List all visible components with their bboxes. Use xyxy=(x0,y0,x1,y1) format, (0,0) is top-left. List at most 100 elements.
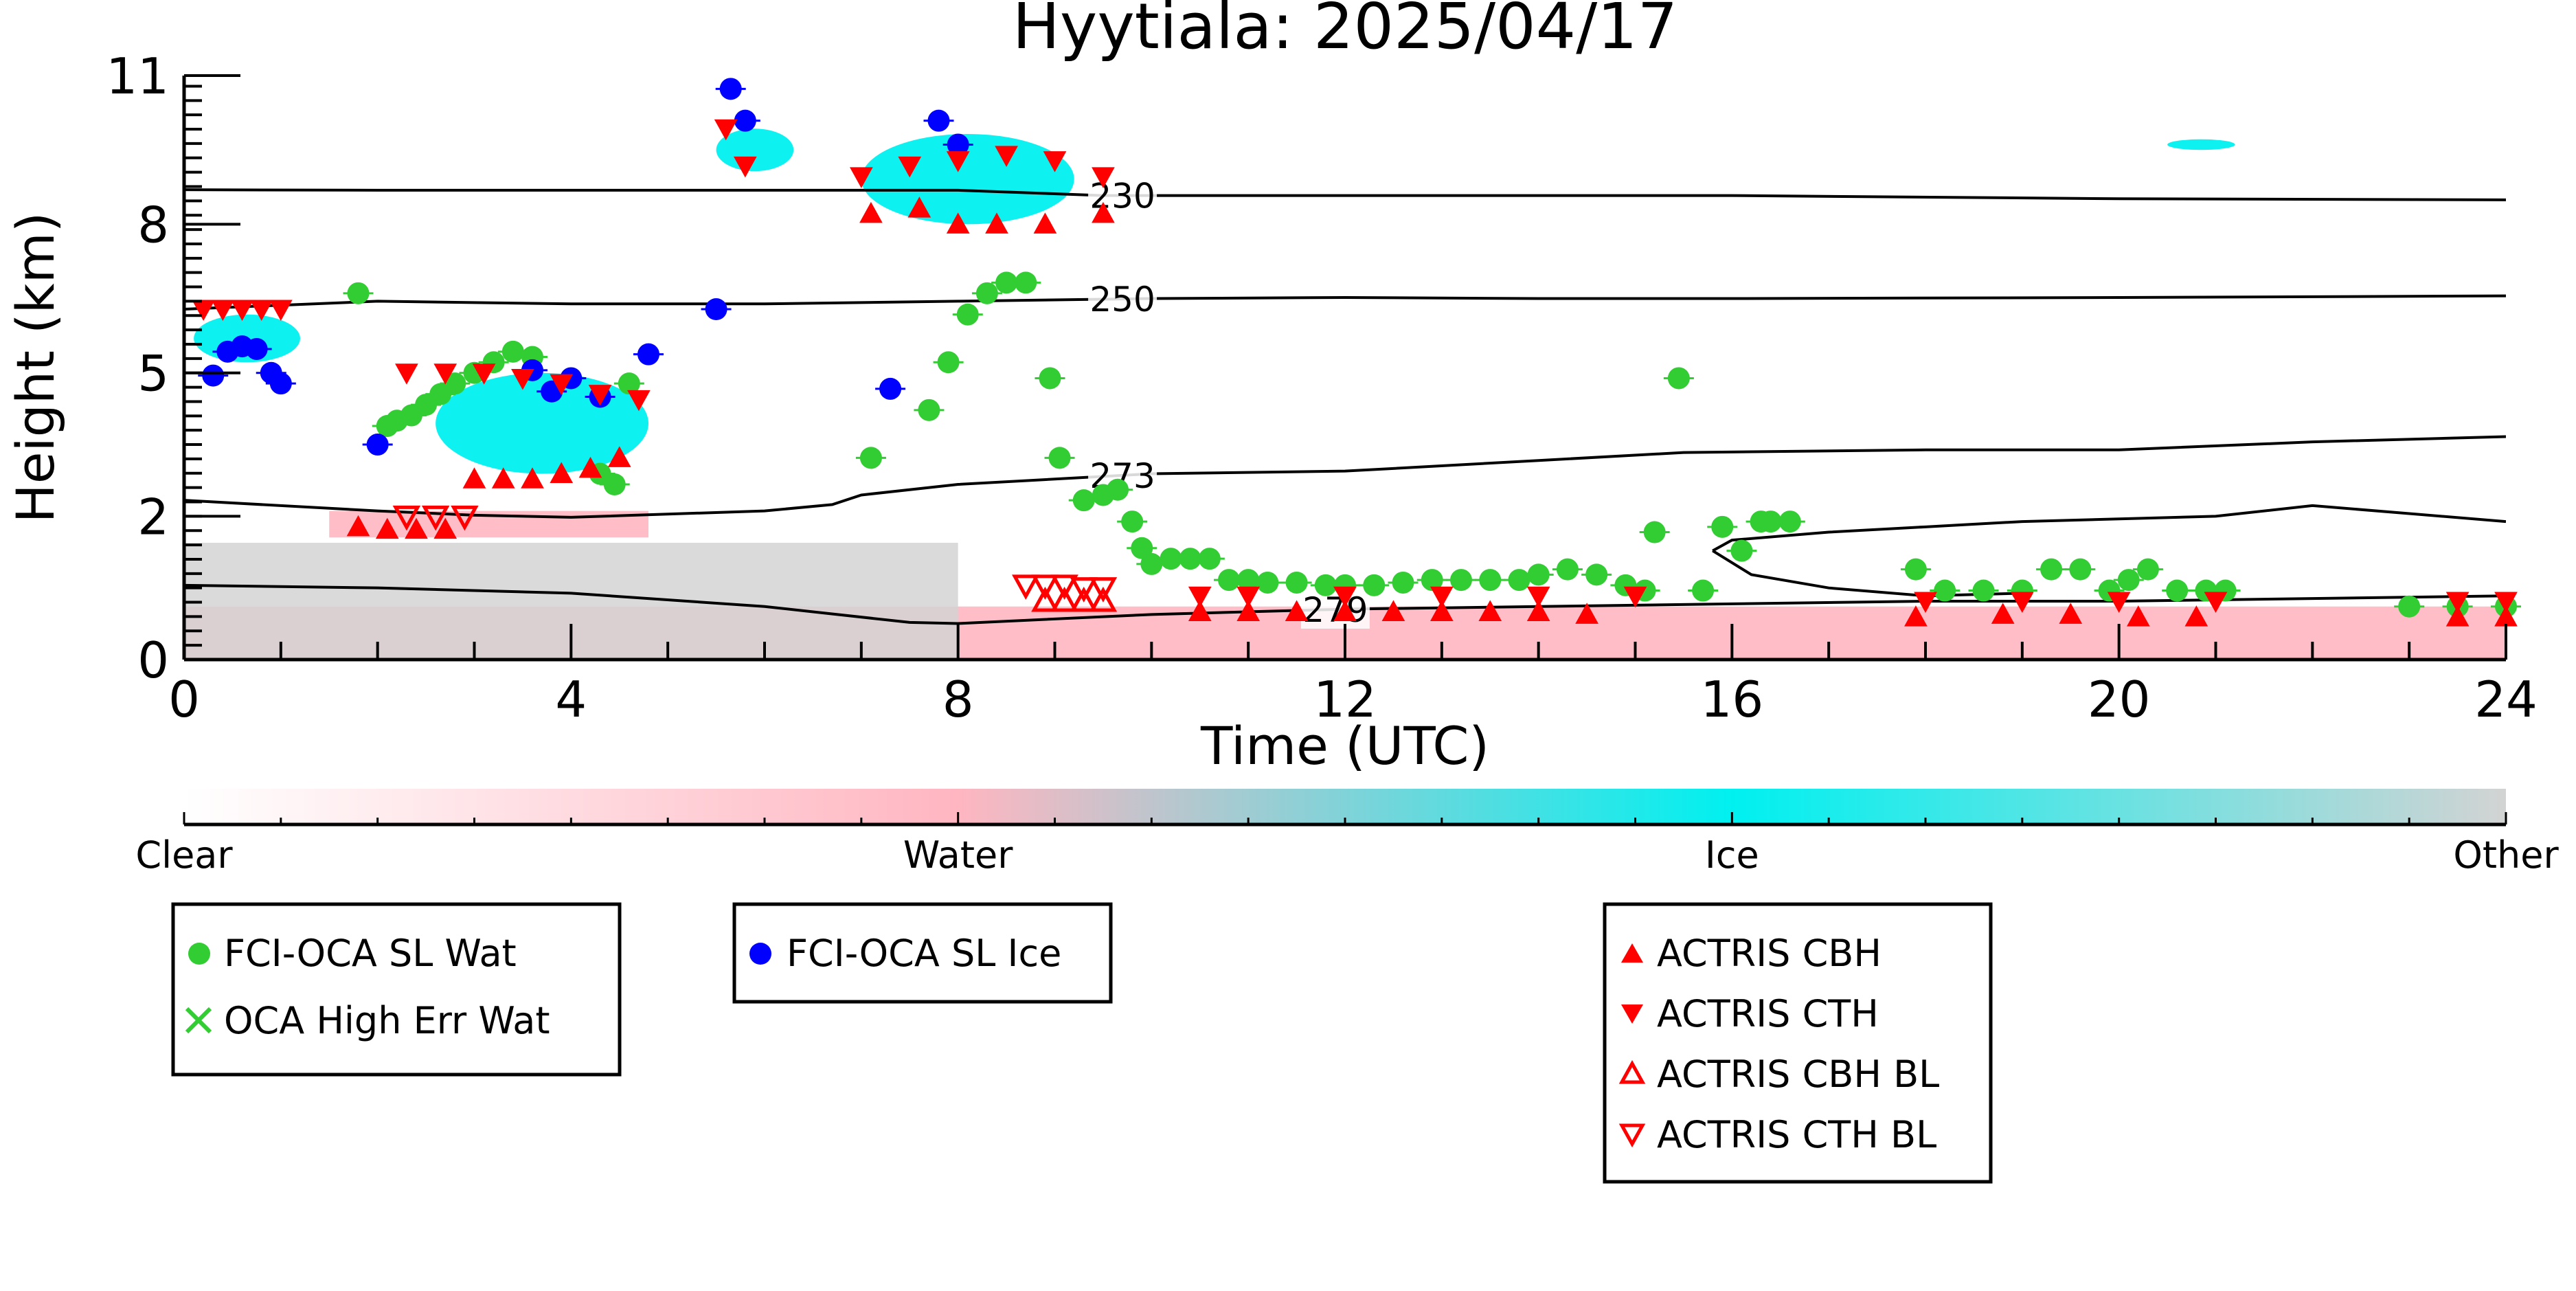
data-point xyxy=(927,109,950,132)
data-point xyxy=(269,372,292,395)
data-point xyxy=(1285,600,1309,621)
isotherm-line xyxy=(1712,504,2506,552)
data-point xyxy=(603,473,626,495)
legend-marker-x xyxy=(185,1007,212,1034)
colorbar-label: Other xyxy=(2453,833,2559,877)
data-point xyxy=(451,505,479,531)
x-tick-label: 16 xyxy=(1701,671,1764,728)
isotherm-line xyxy=(184,435,2506,519)
y-axis-label: Height (km) xyxy=(5,212,66,524)
data-point xyxy=(1333,586,1357,608)
cloud-region-ice xyxy=(716,128,794,172)
legend-marker-circle xyxy=(749,943,771,965)
data-point xyxy=(985,212,1008,234)
data-point xyxy=(421,505,450,531)
data-point xyxy=(366,434,389,456)
data-point xyxy=(1667,367,1690,390)
data-point xyxy=(1256,571,1279,594)
data-point xyxy=(1121,510,1144,533)
data-point xyxy=(2398,595,2421,618)
isotherm-label: 279 xyxy=(1302,590,1368,630)
data-point xyxy=(347,282,370,304)
data-point xyxy=(1692,579,1715,602)
data-point xyxy=(1363,574,1386,596)
y-ticks: 0 2 5 8 11 xyxy=(106,47,240,689)
data-point xyxy=(1914,592,1937,614)
data-point xyxy=(995,271,1018,294)
data-point xyxy=(1526,600,1550,621)
isotherm-label-bg xyxy=(1300,590,1370,629)
data-point xyxy=(2445,592,2470,614)
data-point xyxy=(395,363,418,385)
x-tick-label: 20 xyxy=(2088,671,2151,728)
data-point xyxy=(1991,603,2015,624)
data-point xyxy=(269,300,293,322)
data-point xyxy=(1188,600,1212,621)
legend-label: ACTRIS CBH BL xyxy=(1657,1053,1939,1096)
data-point xyxy=(245,337,268,360)
data-point xyxy=(859,447,882,469)
data-point xyxy=(733,156,757,178)
data-point xyxy=(734,109,756,132)
x-tick-label: 4 xyxy=(555,671,587,728)
data-point xyxy=(1031,574,1059,600)
data-point xyxy=(192,300,216,322)
legend-marker-triangle-up xyxy=(1621,943,1643,963)
data-point xyxy=(405,517,428,539)
data-point xyxy=(937,351,960,374)
data-point xyxy=(249,300,273,322)
cloud-region-ice xyxy=(861,134,1074,225)
x-tick-label: 12 xyxy=(1313,671,1377,728)
isotherm-line xyxy=(184,188,2506,201)
data-point xyxy=(1198,548,1221,570)
data-point xyxy=(1107,478,1129,501)
x-tick-label: 24 xyxy=(2474,671,2538,728)
data-point xyxy=(2445,605,2470,627)
data-point xyxy=(346,515,370,537)
data-point xyxy=(1430,586,1454,608)
y-tick-label: 11 xyxy=(106,47,169,105)
data-point xyxy=(1188,586,1212,608)
data-series xyxy=(192,78,2521,627)
data-point xyxy=(1575,603,1598,624)
data-point xyxy=(879,377,902,400)
colorbar-labels: Clear Water Ice Other xyxy=(135,833,2559,877)
data-point xyxy=(1070,586,1098,612)
legend-water: FCI-OCA SL Wat OCA High Err Wat xyxy=(171,902,622,1077)
legend-marker-triangle-down xyxy=(1621,1004,1643,1024)
data-point xyxy=(1527,563,1550,586)
data-point xyxy=(1759,510,1782,533)
data-point xyxy=(1904,605,1928,627)
data-point xyxy=(975,282,998,304)
data-point xyxy=(1218,569,1240,592)
data-point xyxy=(1140,552,1163,575)
data-point xyxy=(607,446,631,467)
x-ticks: 0 4 8 12 16 20 24 xyxy=(168,624,2538,728)
data-point xyxy=(995,146,1018,167)
data-point xyxy=(2107,592,2131,614)
legend-actris: ACTRIS CBH ACTRIS CTH ACTRIS CBH BL ACTR… xyxy=(1603,902,1993,1184)
data-point xyxy=(1043,151,1067,172)
colorbar-label: Ice xyxy=(1705,833,1759,877)
data-point xyxy=(462,467,486,489)
data-point xyxy=(472,363,496,385)
data-point xyxy=(2117,569,2140,592)
legend-label: FCI-OCA SL Wat xyxy=(224,932,517,975)
isotherm-line xyxy=(184,294,2506,311)
data-point xyxy=(1089,577,1118,603)
data-point xyxy=(375,517,399,539)
x-axis-label: Time (UTC) xyxy=(1200,715,1489,776)
data-point xyxy=(1070,577,1098,603)
data-point xyxy=(907,197,931,218)
data-point xyxy=(2166,579,2189,602)
colorbar-label: Water xyxy=(903,833,1013,877)
data-point xyxy=(1333,600,1357,621)
y-tick-label: 5 xyxy=(137,345,169,403)
data-point xyxy=(1430,600,1454,621)
data-point xyxy=(1160,548,1182,570)
data-point xyxy=(618,372,640,395)
data-point xyxy=(1039,367,1061,390)
data-point xyxy=(1450,569,1472,592)
